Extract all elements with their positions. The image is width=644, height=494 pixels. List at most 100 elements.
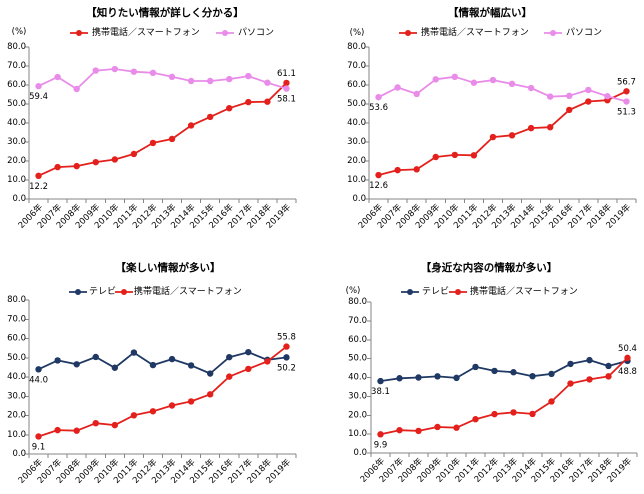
y-tick-label: 70.0	[7, 61, 26, 71]
y-tick-label: 60.0	[7, 334, 26, 344]
legend-item: テレビ	[69, 286, 116, 297]
legend-item: パソコン	[216, 27, 274, 38]
data-point	[149, 408, 157, 415]
y-tick-label: 10.0	[348, 429, 367, 439]
legend-label: 携帯電話／スマートフォン	[421, 26, 529, 38]
data-point	[54, 73, 61, 81]
data-point	[54, 357, 61, 364]
data-point	[434, 423, 441, 431]
data-point	[283, 79, 290, 87]
data-point	[168, 135, 176, 143]
legend-label: テレビ	[89, 286, 116, 297]
y-tick-label: 40.0	[7, 372, 26, 382]
data-point	[92, 420, 99, 427]
y-tick-label: 50.0	[7, 353, 26, 363]
data-point	[394, 84, 401, 91]
y-tick-label: 10.0	[7, 175, 26, 185]
data-point	[508, 132, 516, 139]
data-point	[73, 427, 80, 434]
y-tick-label: 80.0	[348, 297, 367, 307]
y-tick-label: 10.0	[347, 175, 366, 185]
legend-label: パソコン	[238, 27, 274, 38]
y-tick-label: 0.0	[12, 194, 26, 204]
data-point	[35, 172, 42, 180]
series-line	[38, 82, 288, 177]
data-point	[54, 426, 61, 434]
data-point	[283, 354, 290, 361]
data-point	[245, 98, 252, 106]
y-tick-label: 0.0	[352, 194, 366, 204]
data-point	[206, 391, 214, 398]
data-point	[546, 93, 554, 100]
data-point	[245, 348, 252, 356]
data-point	[35, 366, 42, 373]
chart-legend: テレビ 携帯電話／スマートフォン	[401, 285, 578, 297]
data-label: 48.8	[618, 367, 637, 377]
y-tick-label: 30.0	[7, 137, 26, 147]
data-point	[375, 171, 382, 179]
data-point	[529, 410, 536, 418]
data-point	[567, 360, 574, 368]
series: 59.4 58.1	[29, 65, 296, 105]
y-tick-label: 40.0	[347, 118, 366, 128]
data-point	[451, 73, 459, 81]
chart-panel: 【楽しい情報が多い】 0.0 10.0 20.0 30.0 40.0 50.0 60.0 70.…	[7, 261, 297, 486]
data-point	[264, 358, 271, 365]
data-point	[35, 433, 42, 440]
legend-marker	[455, 289, 461, 295]
data-point	[567, 380, 574, 387]
data-point	[413, 90, 420, 98]
data-point	[527, 124, 535, 132]
series: 9.9 50.4	[374, 344, 637, 450]
data-label: 51.3	[617, 108, 636, 118]
y-tick-label: 0.0	[353, 448, 367, 458]
data-point	[130, 412, 138, 419]
legend-item: テレビ	[401, 286, 449, 297]
chart-legend: テレビ 携帯電話／スマートフォン	[69, 285, 242, 297]
data-point	[510, 369, 517, 376]
legend-item: 携帯電話／スマートフォン	[399, 26, 529, 38]
data-point	[35, 82, 42, 90]
legend-label: 携帯電話／スマートフォン	[134, 285, 242, 297]
data-point	[453, 424, 460, 431]
data-point	[283, 343, 290, 350]
data-point	[451, 151, 459, 159]
data-point	[472, 363, 479, 371]
data-point	[245, 365, 252, 373]
legend-label: 携帯電話／スマートフォン	[92, 26, 200, 38]
data-point	[510, 409, 517, 416]
legend-marker	[407, 289, 413, 295]
data-point	[415, 427, 422, 435]
data-point	[92, 67, 99, 74]
data-point	[472, 416, 479, 423]
legend-item: 携帯電話／スマートフォン	[115, 285, 242, 297]
legend-item: 携帯電話／スマートフォン	[449, 285, 578, 297]
data-point	[489, 76, 497, 84]
data-point	[586, 356, 593, 364]
data-point	[283, 85, 290, 92]
legend-label: パソコン	[566, 27, 602, 38]
chart-title: 【情報が幅広い】	[448, 6, 532, 19]
series: 53.6 51.3	[369, 73, 636, 118]
y-tick-label: 30.0	[347, 137, 366, 147]
data-label: 44.0	[29, 375, 48, 385]
data-point	[377, 431, 384, 438]
data-point	[470, 79, 478, 86]
y-tick-label: 30.0	[348, 391, 367, 401]
data-point	[434, 373, 441, 380]
data-point	[623, 98, 630, 105]
y-tick-label: 60.0	[348, 335, 367, 345]
data-point	[489, 133, 497, 141]
data-point	[226, 373, 233, 380]
y-tick-label: 70.0	[347, 61, 366, 71]
data-point	[508, 80, 516, 88]
series-line	[378, 90, 627, 176]
y-tick-label: 80.0	[7, 295, 26, 305]
legend-item: パソコン	[544, 27, 602, 38]
data-point	[187, 398, 195, 405]
data-point	[605, 362, 612, 370]
data-point	[491, 367, 498, 375]
data-label: 9.1	[32, 442, 46, 452]
chart-title: 【知りたい情報が詳しく分かる】	[86, 6, 244, 19]
data-point	[396, 375, 403, 382]
